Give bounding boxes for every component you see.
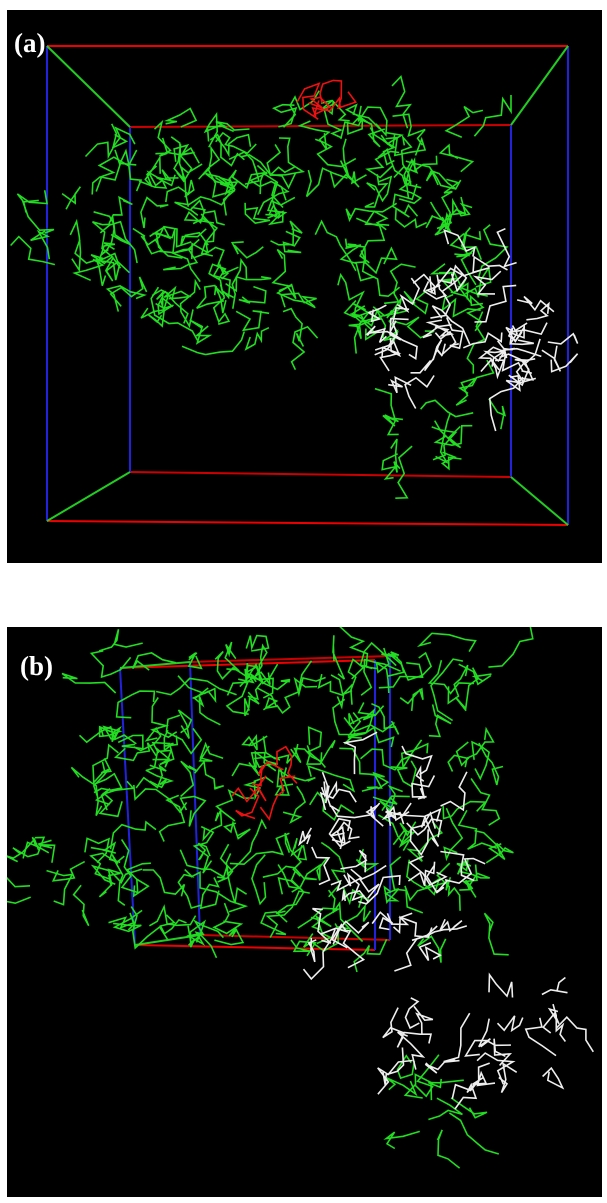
figure: (a) (b) bbox=[0, 0, 607, 1203]
panel-label: (a) bbox=[14, 28, 45, 58]
page: (a) (b) (() => { const data = JSON.parse… bbox=[0, 0, 607, 1203]
panel-b-background bbox=[7, 627, 602, 1197]
panel-label: (b) bbox=[20, 651, 53, 681]
